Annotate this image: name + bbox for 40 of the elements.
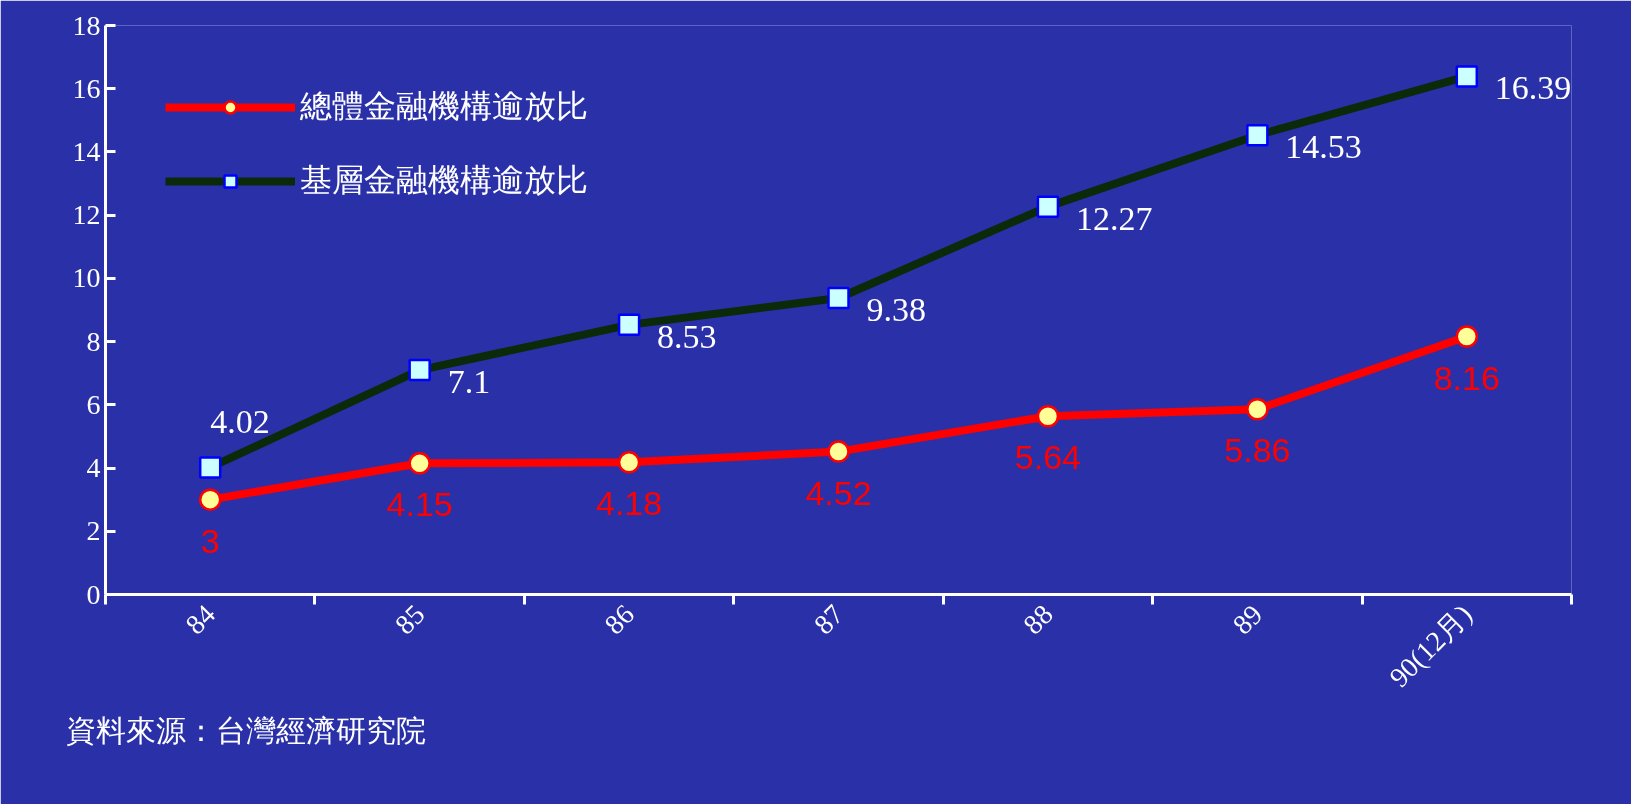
point	[198, 488, 222, 511]
x-tick-label: 87	[807, 598, 850, 641]
point	[827, 440, 850, 463]
y-tick-label: 6	[86, 388, 101, 420]
legend-label: 基層金融機構逾放比	[300, 161, 588, 200]
y-tick-label: 18	[72, 9, 101, 41]
x-tick-label: 86	[598, 598, 641, 641]
point	[408, 452, 431, 475]
point	[1455, 325, 1479, 348]
data-label: 4.02	[210, 403, 270, 441]
y-tick-label: 8	[86, 325, 101, 357]
source-note: 資料來源：台灣經濟研究院	[65, 713, 426, 747]
data-label: 7.1	[447, 363, 491, 401]
data-label: 5.86	[1224, 431, 1291, 470]
data-label: 4.52	[805, 473, 872, 512]
x-tick-label: 84	[179, 598, 222, 641]
y-tick-label: 4	[86, 452, 101, 484]
data-label: 9.38	[866, 290, 926, 328]
y-tick-label: 2	[86, 515, 101, 547]
data-label: 16.39	[1494, 69, 1572, 107]
legend-label: 總體金融機構逾放比	[300, 87, 588, 126]
data-label: 12.27	[1075, 199, 1153, 237]
y-tick-label: 0	[86, 578, 101, 610]
point	[1246, 398, 1269, 421]
data-label: 8.53	[657, 317, 717, 355]
y-tick-label: 14	[72, 135, 101, 167]
data-label: 14.53	[1285, 128, 1362, 166]
y-tick-label: 10	[72, 262, 101, 294]
data-label: 5.64	[1014, 438, 1082, 477]
x-tick-label: 85	[388, 598, 431, 641]
point	[617, 451, 641, 474]
y-tick-label: 12	[72, 199, 101, 231]
data-label: 8.16	[1433, 358, 1500, 397]
x-tick-label: 89	[1226, 598, 1269, 641]
y-tick-label: 16	[72, 72, 101, 104]
data-label: 4.18	[595, 484, 663, 523]
point	[1036, 404, 1060, 428]
data-label: 4.15	[386, 485, 453, 524]
x-tick-label: 88	[1017, 598, 1059, 641]
data-label: 3	[200, 521, 220, 560]
